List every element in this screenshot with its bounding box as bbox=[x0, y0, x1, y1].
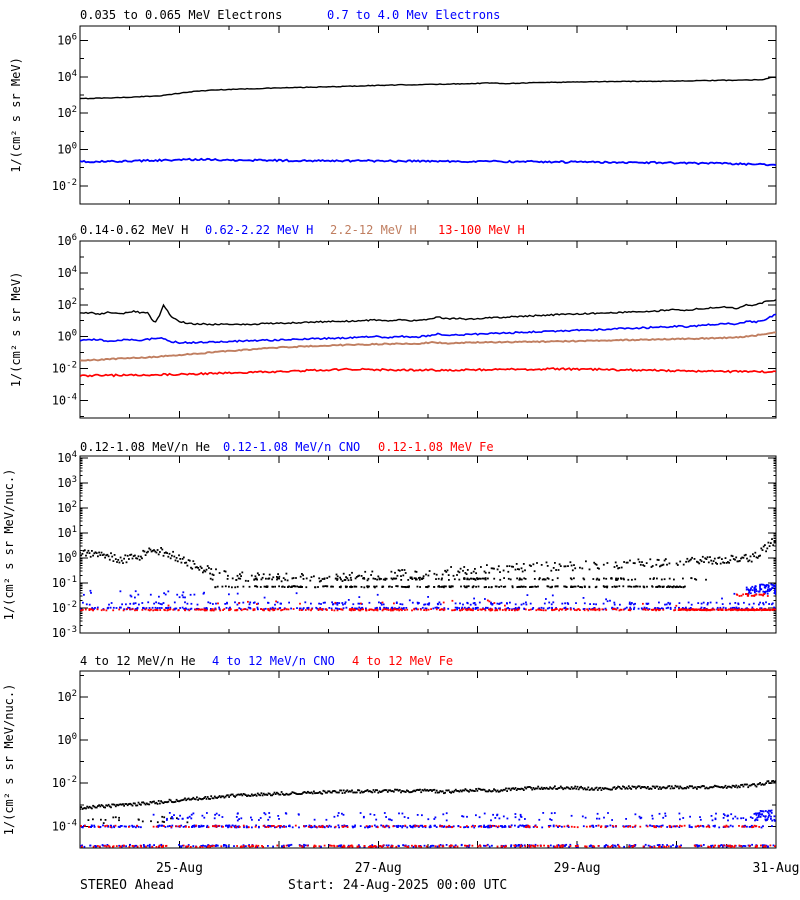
panel3-axes bbox=[79, 455, 777, 634]
panel4-axes bbox=[79, 670, 777, 849]
panel1-axes bbox=[79, 25, 777, 205]
panel4-data bbox=[80, 780, 776, 848]
panel4-ytick-label: 100 bbox=[57, 732, 77, 747]
panel3-title-segment-2: 0.12-1.08 MeV/n CNO bbox=[223, 440, 361, 454]
series-h-0.62-2.22 bbox=[80, 313, 776, 345]
panel4-frame bbox=[79, 670, 777, 849]
panel3-frame bbox=[79, 455, 777, 634]
panel3-ytick-label: 10-2 bbox=[52, 600, 77, 615]
panel4-ytick-label: 10-4 bbox=[52, 818, 77, 833]
panel3-ylabel: 1/(cm² s sr MeV/nuc.) bbox=[2, 469, 16, 621]
series-h-2.2-12 bbox=[80, 331, 776, 362]
panel1-frame bbox=[79, 25, 777, 205]
panel2-title-segment-1: 0.14-0.62 MeV H bbox=[80, 223, 189, 237]
panel3-ytick-label: 10-3 bbox=[52, 625, 77, 640]
series-electrons-low bbox=[80, 76, 776, 100]
panel3-ytick-label: 102 bbox=[57, 500, 77, 515]
panel3-title-segment-3: 0.12-1.08 MeV Fe bbox=[378, 440, 494, 454]
panel1-title-segment-2: 0.7 to 4.0 Mev Electrons bbox=[327, 8, 501, 22]
panel4-ylabel: 1/(cm² s sr MeV/nuc.) bbox=[2, 684, 16, 836]
series-he-0.12-1.08 bbox=[80, 538, 776, 589]
series-cno-4-12 bbox=[80, 809, 776, 848]
x-tick-label-31-aug: 31-Aug bbox=[753, 861, 800, 876]
panel2-frame bbox=[79, 240, 777, 419]
x-tick-label-27-aug: 27-Aug bbox=[355, 861, 402, 876]
x-tick-label-25-aug: 25-Aug bbox=[156, 861, 203, 876]
series-h-13-100 bbox=[80, 367, 776, 378]
panel1-ylabel: 1/(cm² s sr MeV) bbox=[9, 57, 23, 173]
panel2-ytick-label: 104 bbox=[57, 265, 77, 280]
panel3-ytick-label: 100 bbox=[57, 550, 77, 565]
panel2-ylabel: 1/(cm² s sr MeV) bbox=[9, 272, 23, 388]
panel1-ytick-label: 106 bbox=[57, 33, 77, 48]
start-time-label: Start: 24-Aug-2025 00:00 UTC bbox=[288, 878, 508, 893]
panel2-ytick-label: 106 bbox=[57, 233, 77, 248]
panel4-ytick-label: 10-2 bbox=[52, 775, 77, 790]
series-fe-0.12-1.08 bbox=[80, 593, 776, 612]
series-electrons-high bbox=[80, 157, 776, 167]
panel3-ytick-label: 103 bbox=[57, 475, 77, 490]
panel1-ytick-label: 10-2 bbox=[52, 178, 77, 193]
series-he-4-12 bbox=[80, 780, 776, 824]
panel3-title-segment-1: 0.12-1.08 MeV/n He bbox=[80, 440, 211, 454]
panel4-ytick-label: 102 bbox=[57, 689, 77, 704]
panel2-title-segment-3: 2.2-12 MeV H bbox=[330, 223, 417, 237]
mission-label: STEREO Ahead bbox=[80, 878, 174, 893]
x-tick-label-29-aug: 29-Aug bbox=[554, 861, 601, 876]
panel2-title-segment-4: 13-100 MeV H bbox=[438, 223, 525, 237]
panel3-ytick-label: 101 bbox=[57, 525, 77, 540]
panel3-data bbox=[80, 538, 776, 612]
panel2-ytick-label: 100 bbox=[57, 329, 77, 344]
panel1-ytick-label: 104 bbox=[57, 69, 77, 84]
panel1-ytick-label: 102 bbox=[57, 105, 77, 120]
panel1-data bbox=[80, 76, 776, 167]
panel2-ytick-label: 102 bbox=[57, 297, 77, 312]
panel3-ytick-label: 104 bbox=[57, 450, 77, 465]
panel4-title-segment-3: 4 to 12 MeV Fe bbox=[352, 654, 454, 668]
series-h-0.14-0.62 bbox=[80, 299, 776, 326]
series-fe-4-12 bbox=[80, 824, 776, 848]
panel3-ytick-label: 10-1 bbox=[52, 575, 77, 590]
panel1-ytick-label: 100 bbox=[57, 142, 77, 157]
panel2-title-segment-2: 0.62-2.22 MeV H bbox=[205, 223, 314, 237]
panel4-title-segment-1: 4 to 12 MeV/n He bbox=[80, 654, 196, 668]
panel4-title-segment-2: 4 to 12 MeV/n CNO bbox=[212, 654, 335, 668]
panel2-ytick-label: 10-4 bbox=[52, 392, 77, 407]
panel1-title-segment-1: 0.035 to 0.065 MeV Electrons bbox=[80, 8, 283, 22]
panel2-ytick-label: 10-2 bbox=[52, 361, 77, 376]
panel2-data bbox=[80, 299, 776, 378]
panel2-axes bbox=[79, 240, 777, 419]
